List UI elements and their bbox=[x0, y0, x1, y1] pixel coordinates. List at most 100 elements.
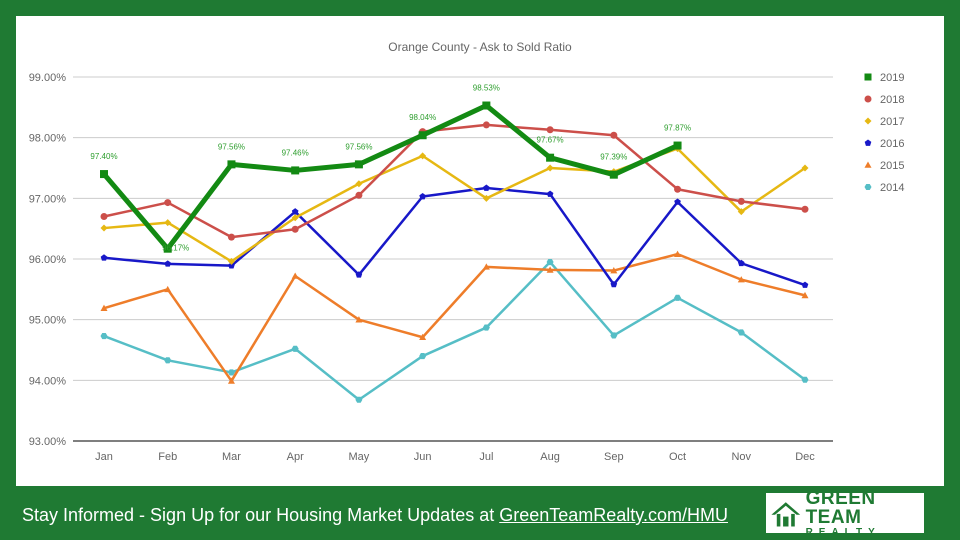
data-point bbox=[100, 224, 108, 232]
data-point bbox=[801, 281, 809, 288]
data-label: 97.40% bbox=[90, 152, 117, 161]
data-point bbox=[164, 285, 172, 293]
data-point bbox=[227, 257, 235, 265]
y-tick-label: 98.00% bbox=[29, 133, 67, 145]
data-point bbox=[610, 332, 618, 339]
data-point bbox=[100, 254, 108, 261]
series-2019 bbox=[100, 101, 682, 253]
data-point bbox=[801, 164, 809, 172]
data-label: 97.67% bbox=[537, 136, 564, 145]
data-label: 98.53% bbox=[473, 84, 500, 93]
data-label: 97.56% bbox=[218, 142, 245, 151]
house-icon bbox=[771, 502, 801, 527]
chart-title: Orange County - Ask to Sold Ratio bbox=[388, 40, 572, 54]
x-tick-label: Nov bbox=[731, 451, 751, 463]
legend-label: 2015 bbox=[880, 160, 904, 172]
data-point bbox=[864, 183, 872, 191]
legend-item-2019: 2019 bbox=[864, 72, 904, 84]
data-point bbox=[482, 101, 491, 110]
data-point bbox=[483, 184, 490, 191]
legend-label: 2019 bbox=[880, 72, 904, 84]
data-point bbox=[482, 194, 490, 202]
data-point bbox=[164, 199, 172, 207]
legend-item-2015: 2015 bbox=[864, 160, 904, 172]
data-point bbox=[546, 126, 554, 134]
data-point bbox=[227, 377, 235, 384]
y-tick-label: 93.00% bbox=[29, 436, 67, 448]
legend-item-2017: 2017 bbox=[864, 116, 904, 128]
data-point bbox=[419, 193, 426, 200]
data-point bbox=[482, 121, 490, 129]
data-point bbox=[610, 131, 618, 139]
x-tick-label: Dec bbox=[795, 451, 815, 463]
legend-label: 2014 bbox=[880, 182, 904, 194]
data-labels: 97.40% 96.17% 97.56% 97.46% 97.56% 98.04% 98.5… bbox=[90, 84, 691, 253]
data-point bbox=[609, 170, 618, 179]
data-point bbox=[228, 262, 235, 269]
data-point bbox=[227, 233, 235, 241]
data-point bbox=[100, 304, 108, 311]
data-point bbox=[482, 324, 490, 331]
x-tick-label: Jun bbox=[414, 451, 432, 463]
x-tick-label: Apr bbox=[287, 451, 304, 463]
data-point bbox=[864, 95, 872, 103]
series-2018 bbox=[100, 121, 809, 241]
data-point bbox=[737, 329, 745, 336]
legend-item-2016: 2016 bbox=[864, 138, 904, 150]
series-line bbox=[103, 147, 806, 263]
series-line bbox=[103, 186, 806, 287]
x-tick-label: Feb bbox=[158, 451, 177, 463]
data-point bbox=[291, 166, 300, 175]
grid: 93.00% 94.00% 95.00% 96.00% 97.00% 98.00% 99.0… bbox=[29, 72, 833, 463]
series-line bbox=[102, 103, 679, 252]
data-point bbox=[419, 333, 427, 341]
x-tick-label: Aug bbox=[540, 451, 560, 463]
y-tick-label: 96.00% bbox=[29, 254, 67, 266]
data-point bbox=[419, 152, 427, 160]
data-point bbox=[546, 190, 554, 197]
footer-message: Stay Informed - Sign Up for our Housing … bbox=[22, 505, 728, 526]
data-point bbox=[864, 73, 872, 81]
y-tick-label: 99.00% bbox=[29, 72, 67, 84]
data-point bbox=[610, 280, 618, 288]
data-point bbox=[419, 353, 427, 360]
y-tick-label: 95.00% bbox=[29, 315, 67, 327]
x-tick-label: Jul bbox=[479, 451, 493, 463]
data-point bbox=[418, 131, 427, 140]
data-point bbox=[355, 271, 363, 278]
data-point bbox=[737, 276, 745, 283]
footer-text: Stay Informed - Sign Up for our Housing … bbox=[22, 505, 500, 525]
signup-link[interactable]: GreenTeamRealty.com/HMU bbox=[499, 505, 728, 525]
data-point bbox=[355, 191, 363, 199]
data-point bbox=[801, 376, 809, 383]
series-line bbox=[103, 260, 806, 401]
data-point bbox=[354, 160, 363, 169]
data-point bbox=[100, 170, 108, 179]
data-point bbox=[737, 208, 745, 216]
series-2015 bbox=[100, 250, 809, 384]
data-label: 97.56% bbox=[345, 142, 372, 151]
data-point bbox=[610, 267, 618, 274]
series-2014 bbox=[100, 259, 809, 403]
series bbox=[100, 101, 809, 403]
logo-subtitle: REALTY bbox=[805, 526, 881, 538]
series-2017 bbox=[100, 145, 809, 265]
data-point bbox=[291, 214, 299, 222]
data-point bbox=[100, 213, 108, 221]
data-point bbox=[737, 259, 745, 267]
data-point bbox=[291, 208, 299, 215]
data-point bbox=[674, 185, 682, 193]
legend-label: 2018 bbox=[880, 94, 904, 106]
logo-name: GREEN TEAM bbox=[805, 487, 876, 528]
series-2016 bbox=[100, 184, 809, 288]
legend-item-2018: 2018 bbox=[864, 94, 904, 106]
data-point bbox=[164, 260, 172, 267]
company-logo[interactable]: GREEN TEAM REALTY bbox=[766, 489, 924, 537]
x-tick-label: Oct bbox=[669, 451, 686, 463]
data-point bbox=[801, 205, 809, 213]
series-line bbox=[103, 252, 806, 383]
data-point bbox=[100, 333, 108, 340]
data-label: 98.04% bbox=[409, 113, 436, 122]
data-point bbox=[355, 396, 363, 403]
data-point bbox=[164, 357, 172, 364]
